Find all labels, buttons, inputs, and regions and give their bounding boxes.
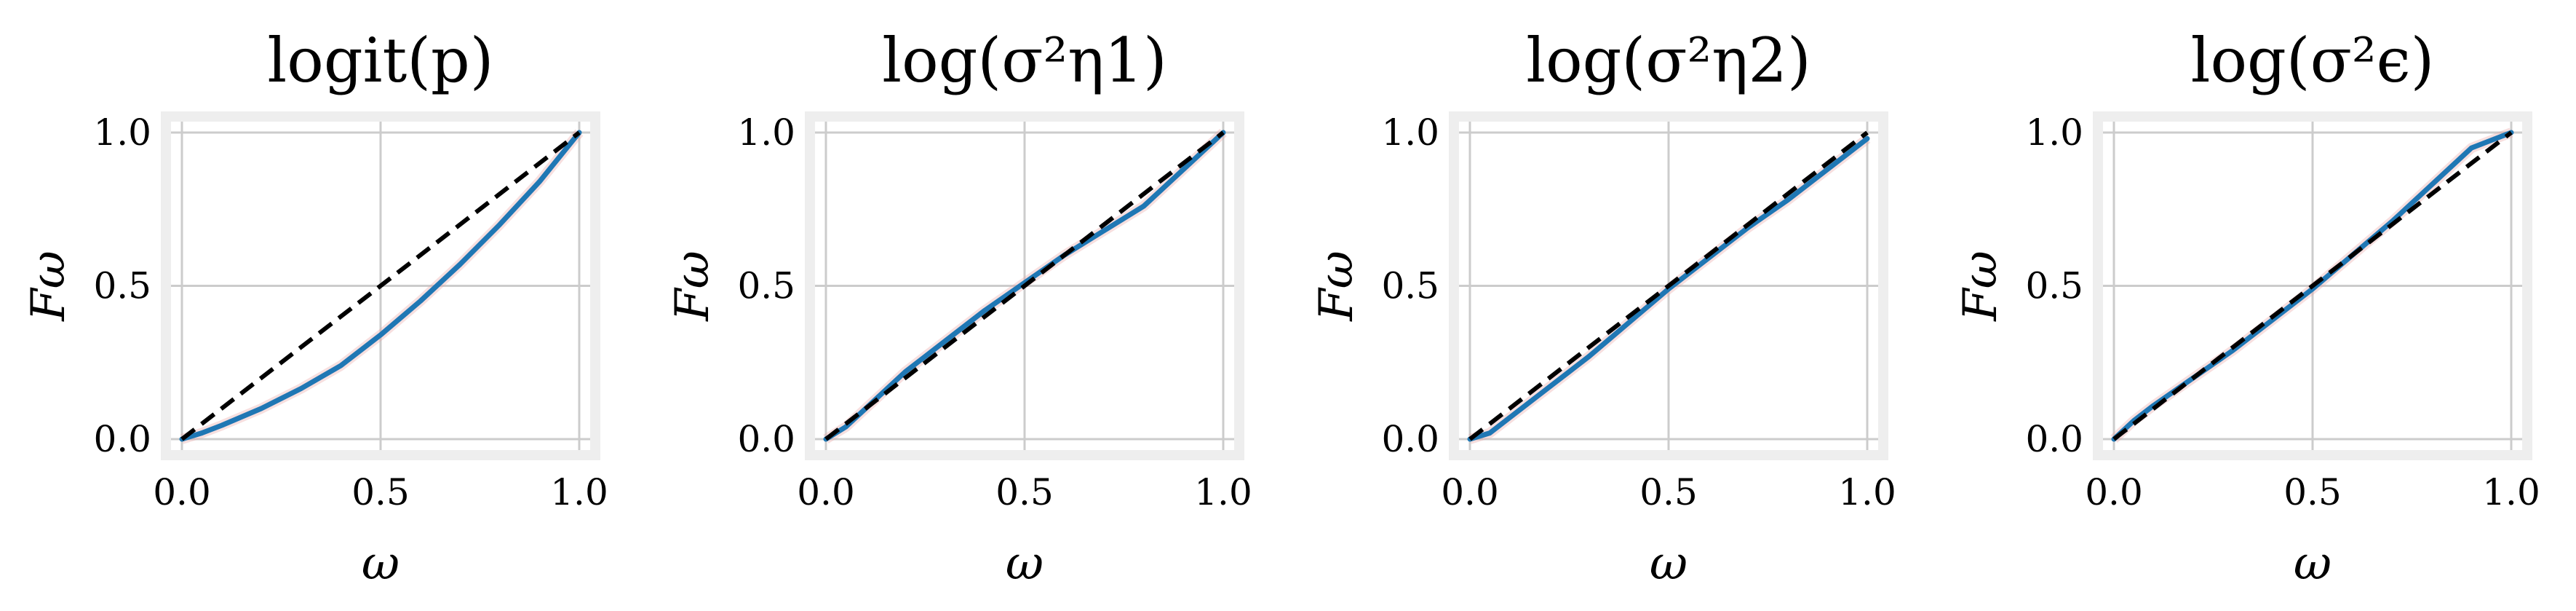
y-tick-label: 0.5 (2025, 265, 2083, 307)
chart-svg: 0.0 0.5 1.0 0.0 0.5 1.0 log(σ²η2) ω Fω (1310, 25, 1896, 591)
y-tick-label: 0.5 (1381, 265, 1439, 307)
empirical-cdf-line (2111, 130, 2514, 442)
chart-panel-1: 0.0 0.5 1.0 0.0 0.5 1.0 logit(p) ω Fω (0, 0, 644, 607)
panel-title: log(σ²η1) (882, 25, 1167, 96)
panel-title: log(σ²ϵ) (2191, 25, 2435, 96)
x-tick-label: 1.0 (2482, 471, 2540, 513)
y-axis-label: Fω (666, 251, 720, 322)
empirical-cdf-line (179, 130, 582, 442)
y-tick-label: 0.0 (2025, 418, 2083, 460)
y-tick-label: 0.5 (93, 265, 151, 307)
x-tick-label: 0.5 (995, 471, 1054, 513)
x-tick-label: 0.5 (2283, 471, 2342, 513)
panel-title: logit(p) (267, 25, 493, 96)
y-tick-label: 0.0 (93, 418, 151, 460)
x-tick-label: 0.5 (1639, 471, 1698, 513)
x-tick-label: 0.0 (153, 471, 211, 513)
empirical-cdf-line (1467, 135, 1870, 442)
chart-panel-3: 0.0 0.5 1.0 0.0 0.5 1.0 log(σ²η2) ω Fω (1288, 0, 1932, 607)
chart-panel-4: 0.0 0.5 1.0 0.0 0.5 1.0 log(σ²ϵ) ω Fω (1932, 0, 2576, 607)
x-axis-label: ω (2294, 537, 2331, 591)
x-tick-label: 0.0 (797, 471, 855, 513)
x-tick-label: 0.0 (1441, 471, 1499, 513)
x-axis-label: ω (1650, 537, 1687, 591)
chart-svg: 0.0 0.5 1.0 0.0 0.5 1.0 log(σ²η1) ω Fω (666, 25, 1252, 591)
panel-title: log(σ²η2) (1526, 25, 1811, 96)
y-tick-label: 1.0 (2025, 111, 2083, 154)
reference-diagonal-line (824, 130, 1225, 441)
chart-panel-2: 0.0 0.5 1.0 0.0 0.5 1.0 log(σ²η1) ω Fω (644, 0, 1288, 607)
y-tick-label: 0.0 (737, 418, 795, 460)
y-tick-label: 1.0 (1381, 111, 1439, 154)
y-tick-label: 1.0 (93, 111, 151, 154)
y-tick-label: 1.0 (737, 111, 795, 154)
x-tick-label: 1.0 (1838, 471, 1896, 513)
x-tick-label: 0.0 (2085, 471, 2143, 513)
y-tick-label: 0.5 (737, 265, 795, 307)
y-axis-label: Fω (1310, 251, 1364, 322)
x-axis-label: ω (362, 537, 399, 591)
x-axis-label: ω (1006, 537, 1043, 591)
y-axis-label: Fω (22, 251, 76, 322)
reference-diagonal-line (180, 130, 581, 441)
y-tick-label: 0.0 (1381, 418, 1439, 460)
chart-svg: 0.0 0.5 1.0 0.0 0.5 1.0 logit(p) ω Fω (22, 25, 608, 591)
y-axis-label: Fω (1954, 251, 2008, 322)
reference-diagonal-line (1468, 130, 1869, 441)
x-tick-label: 0.5 (351, 471, 410, 513)
x-tick-label: 1.0 (550, 471, 608, 513)
empirical-cdf-line (823, 130, 1226, 442)
x-tick-label: 1.0 (1194, 471, 1252, 513)
chart-svg: 0.0 0.5 1.0 0.0 0.5 1.0 log(σ²ϵ) ω Fω (1954, 25, 2540, 591)
reference-diagonal-line (2112, 130, 2513, 441)
